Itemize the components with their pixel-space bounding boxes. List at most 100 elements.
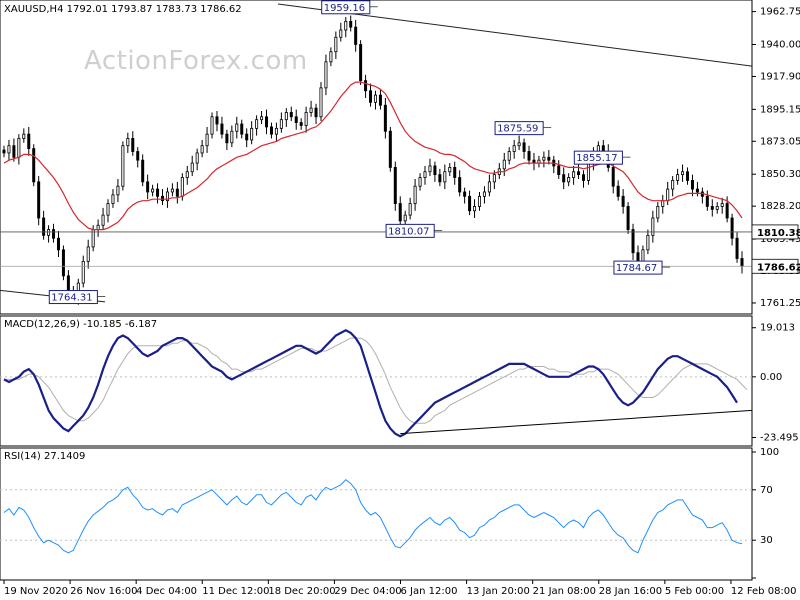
candle-body xyxy=(577,171,581,176)
candle-body xyxy=(671,180,675,190)
candle-body xyxy=(611,166,615,187)
candle xyxy=(225,129,229,151)
x-tick-label: 18 Dec 20:00 xyxy=(268,586,335,597)
annotation-text: 1784.67 xyxy=(616,263,657,274)
candle-body xyxy=(621,195,625,207)
y-tick-label: 1895.15 xyxy=(760,104,800,115)
candle xyxy=(230,125,234,148)
candle xyxy=(284,108,288,127)
candle xyxy=(195,148,199,171)
candle xyxy=(656,202,660,223)
candle xyxy=(7,139,11,161)
price-annotations: 1959.16 1764.31 1810.07 1875.59 1784.67 1855.… xyxy=(48,0,671,305)
rsi-title: RSI(14) xyxy=(4,451,41,462)
candle-body xyxy=(37,181,41,219)
candle-body xyxy=(666,188,670,202)
y-tick-label: 1917.90 xyxy=(760,71,800,82)
annotation-text: 1764.31 xyxy=(51,293,92,304)
candle-body xyxy=(319,87,323,118)
candle xyxy=(572,165,576,185)
candle-body xyxy=(626,206,630,230)
candle-body xyxy=(279,119,283,129)
y-tick-label: 1805.45 xyxy=(760,234,800,245)
candle-body xyxy=(101,214,105,226)
candle xyxy=(151,184,155,197)
candle-body xyxy=(423,171,427,178)
candle xyxy=(265,109,269,135)
candle xyxy=(22,128,26,143)
candle-body xyxy=(52,229,56,239)
candle-body xyxy=(274,127,278,135)
candle-body xyxy=(141,159,145,183)
candle xyxy=(12,138,16,162)
candle xyxy=(329,47,333,67)
candle xyxy=(81,255,85,288)
x-tick-label: 26 Nov 16:00 xyxy=(70,586,137,597)
candle xyxy=(141,154,145,187)
candle-body xyxy=(175,188,179,197)
candle xyxy=(676,168,680,185)
candle xyxy=(423,165,427,185)
candle-body xyxy=(730,217,734,239)
candle-body xyxy=(245,133,249,141)
candle xyxy=(458,170,462,197)
candle xyxy=(690,174,694,197)
x-tick-label: 13 Jan 20:00 xyxy=(467,586,530,597)
annotation-text: 1810.07 xyxy=(388,226,429,237)
x-tick-label: 12 Feb 08:00 xyxy=(731,586,797,597)
candle-body xyxy=(695,188,699,193)
candle-body xyxy=(195,152,199,164)
candle-body xyxy=(398,203,402,222)
candle xyxy=(279,112,283,133)
candle-body xyxy=(151,188,155,193)
candle xyxy=(106,199,110,223)
candle-body xyxy=(240,123,244,135)
candle-body xyxy=(210,116,214,135)
price-label: 1810.38 xyxy=(751,224,800,240)
candle-body xyxy=(250,127,254,141)
y-tick-label: 1850.30 xyxy=(760,169,800,180)
annotation-box xyxy=(48,290,98,305)
annotation: 1764.31 xyxy=(48,290,106,305)
candle xyxy=(294,109,298,130)
candle-body xyxy=(359,44,363,82)
candle xyxy=(32,144,36,187)
candle xyxy=(369,83,373,107)
candle-body xyxy=(180,177,184,197)
price-label-box xyxy=(751,258,799,274)
candle-body xyxy=(289,112,293,118)
x-tick-label: 5 Feb 00:00 xyxy=(665,586,724,597)
candle-body xyxy=(165,191,169,202)
candle xyxy=(289,106,293,122)
price-label-text: 1786.62 xyxy=(757,262,800,273)
candle xyxy=(42,210,46,240)
y-tick-label: 1828.20 xyxy=(760,201,800,212)
candle-body xyxy=(190,162,194,173)
candle-body xyxy=(557,165,561,176)
candle xyxy=(116,178,120,203)
candle xyxy=(542,151,546,168)
annotation: 1810.07 xyxy=(385,223,443,238)
candle-body xyxy=(676,174,680,181)
annotation: 1959.16 xyxy=(321,0,378,15)
macd-signal-line xyxy=(4,337,748,424)
x-tick-label: 6 Jan 12:00 xyxy=(401,586,458,597)
rsi-values: 27.1409 xyxy=(43,451,86,462)
candle xyxy=(210,112,214,139)
candle-body xyxy=(547,156,551,161)
candle-body xyxy=(369,90,373,103)
candle-body xyxy=(468,195,472,212)
candle-body xyxy=(378,94,382,106)
candle xyxy=(710,199,714,217)
candle-body xyxy=(443,171,447,183)
candle-body xyxy=(42,217,46,236)
candle xyxy=(522,138,526,159)
candle xyxy=(255,115,259,136)
candle xyxy=(383,97,387,139)
candle-body xyxy=(517,142,521,147)
candle-body xyxy=(433,165,437,176)
candle xyxy=(418,173,422,191)
candle-body xyxy=(86,246,90,262)
candle-body xyxy=(200,145,204,154)
